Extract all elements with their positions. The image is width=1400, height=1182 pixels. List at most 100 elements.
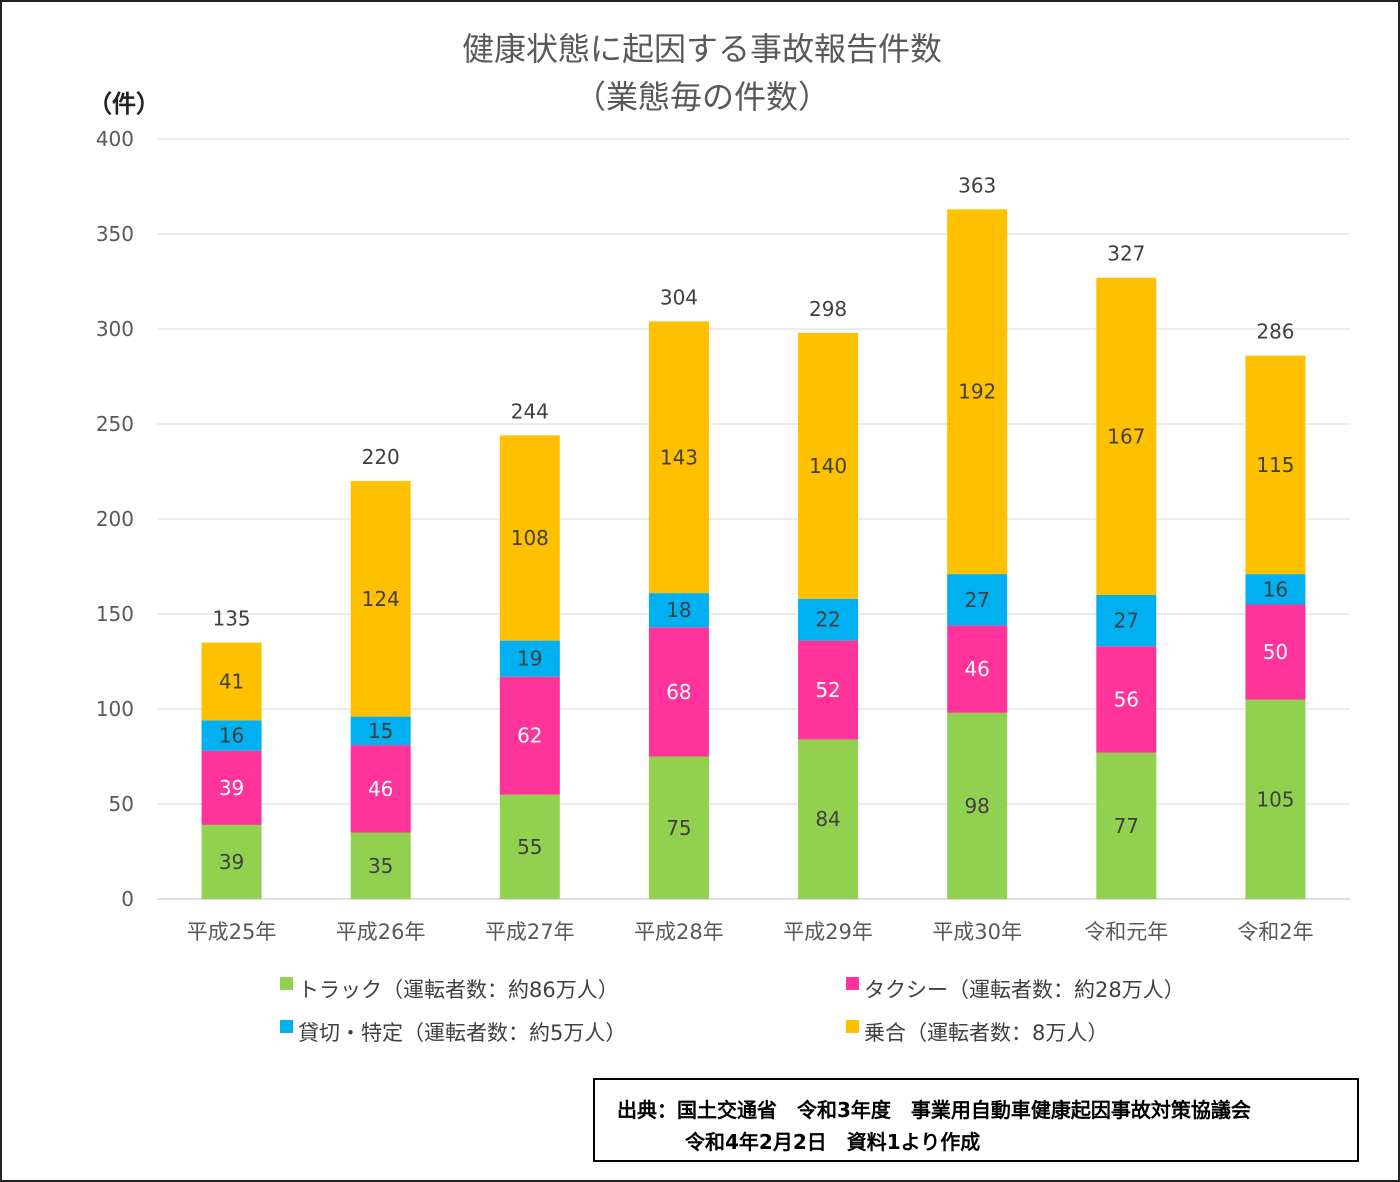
bar-segment <box>499 676 560 795</box>
total-data-label: 363 <box>958 173 996 197</box>
segment-data-label: 84 <box>815 807 840 831</box>
bar-segment <box>1096 595 1157 647</box>
segment-data-label: 46 <box>368 777 393 801</box>
legend-swatch <box>846 977 859 990</box>
x-tick-label: 平成26年 <box>336 920 426 944</box>
legend-swatch <box>280 977 293 990</box>
bar-segment <box>499 640 560 677</box>
segment-data-label: 52 <box>815 678 840 702</box>
legend-label: 乗合（運転者数：8万人） <box>864 1021 1108 1045</box>
y-axis-ticks: 0 50 100 150 200 250 300 350 400 <box>96 127 134 911</box>
segment-data-label: 68 <box>666 680 691 704</box>
y-tick-label: 250 <box>96 412 134 436</box>
segment-data-label: 27 <box>1114 609 1139 633</box>
total-data-label: 304 <box>660 285 698 309</box>
x-tick-label: 平成30年 <box>932 920 1022 944</box>
segment-data-label: 27 <box>964 588 989 612</box>
segment-data-label: 98 <box>964 794 989 818</box>
bars: 39 39 16 41 135 35 46 15 124 220 55 62 19 108 244 75 68 1… <box>201 173 1306 899</box>
bar-segment <box>947 209 1008 575</box>
bar-segment <box>499 794 560 899</box>
source-line-1: 出典：国土交通省 令和3年度 事業用自動車健康起因事故対策協議会 <box>617 1098 1251 1122</box>
total-data-label: 244 <box>511 399 549 423</box>
y-tick-label: 150 <box>96 602 134 626</box>
segment-data-label: 39 <box>219 776 244 800</box>
y-tick-label: 400 <box>96 127 134 151</box>
bar-segment <box>798 640 859 740</box>
x-tick-label: 令和2年 <box>1237 920 1313 944</box>
legend-label: 貸切・特定（運転者数：約5万人） <box>298 1021 626 1045</box>
bar-segment <box>1096 277 1157 595</box>
segment-data-label: 55 <box>517 835 542 859</box>
segment-data-label: 140 <box>809 454 847 478</box>
segment-data-label: 15 <box>368 719 393 743</box>
bar-segment <box>648 321 709 594</box>
segment-data-label: 16 <box>219 724 244 748</box>
segment-data-label: 108 <box>511 526 549 550</box>
x-tick-label: 令和元年 <box>1084 920 1168 944</box>
segment-data-label: 192 <box>958 380 996 404</box>
y-tick-label: 300 <box>96 317 134 341</box>
segment-data-label: 46 <box>964 657 989 681</box>
bar-segment <box>648 593 709 628</box>
bar-segment <box>1245 699 1306 899</box>
bar-segment <box>1245 355 1306 575</box>
segment-data-label: 143 <box>660 445 698 469</box>
segment-data-label: 167 <box>1107 424 1145 448</box>
x-tick-label: 平成27年 <box>485 920 575 944</box>
total-data-label: 298 <box>809 297 847 321</box>
x-tick-label: 平成29年 <box>783 920 873 944</box>
x-axis-ticks: 平成25年 平成26年 平成27年 平成28年 平成29年 平成30年 令和元年 令和2年 <box>187 920 1314 944</box>
legend: トラック（運転者数：約86万人） タクシー（運転者数：約28万人） 貸切・特定（運転… <box>280 977 1185 1045</box>
bar-segment <box>201 750 262 825</box>
x-tick-label: 平成28年 <box>634 920 724 944</box>
legend-swatch <box>280 1020 293 1033</box>
y-tick-label: 200 <box>96 507 134 531</box>
bar-segment <box>350 716 411 746</box>
bar-segment <box>1096 752 1157 899</box>
legend-label: タクシー（運転者数：約28万人） <box>864 978 1185 1002</box>
bar-segment <box>201 642 262 721</box>
bar-segment <box>648 756 709 899</box>
bar-segment <box>350 481 411 717</box>
bar-segment <box>798 598 859 641</box>
segment-data-label: 56 <box>1114 688 1139 712</box>
bar-segment <box>1245 604 1306 700</box>
bar-segment <box>947 625 1008 713</box>
total-data-label: 135 <box>212 607 250 631</box>
source-box: 出典：国土交通省 令和3年度 事業用自動車健康起因事故対策協議会 令和4年2月2… <box>593 1078 1359 1162</box>
total-data-label: 286 <box>1256 320 1294 344</box>
y-axis-unit-label: （件） <box>88 90 160 118</box>
legend-label: トラック（運転者数：約86万人） <box>298 978 619 1002</box>
segment-data-label: 19 <box>517 647 542 671</box>
y-tick-label: 50 <box>109 792 134 816</box>
bar-segment <box>798 739 859 899</box>
source-line-2: 令和4年2月2日 資料1より作成 <box>685 1130 981 1154</box>
y-tick-label: 0 <box>121 887 134 911</box>
segment-data-label: 105 <box>1256 787 1294 811</box>
segment-data-label: 39 <box>219 850 244 874</box>
segment-data-label: 77 <box>1114 814 1139 838</box>
segment-data-label: 50 <box>1263 640 1288 664</box>
bar-segment <box>648 627 709 757</box>
bar-segment <box>201 720 262 751</box>
bar-segment <box>1096 646 1157 753</box>
bar-segment <box>947 712 1008 899</box>
y-tick-label: 350 <box>96 222 134 246</box>
segment-data-label: 22 <box>815 608 840 632</box>
bar-segment <box>798 332 859 599</box>
segment-data-label: 124 <box>362 587 400 611</box>
y-tick-label: 100 <box>96 697 134 721</box>
bar-segment <box>201 824 262 899</box>
segment-data-label: 16 <box>1263 577 1288 601</box>
segment-data-label: 18 <box>666 598 691 622</box>
bar-segment <box>350 745 411 833</box>
bar-segment <box>499 435 560 641</box>
bar-segment <box>947 574 1008 626</box>
chart-subtitle: （業態毎の件数） <box>574 78 830 116</box>
bar-segment <box>1245 574 1306 605</box>
segment-data-label: 75 <box>666 816 691 840</box>
chart-title: 健康状態に起因する事故報告件数 <box>462 30 942 68</box>
